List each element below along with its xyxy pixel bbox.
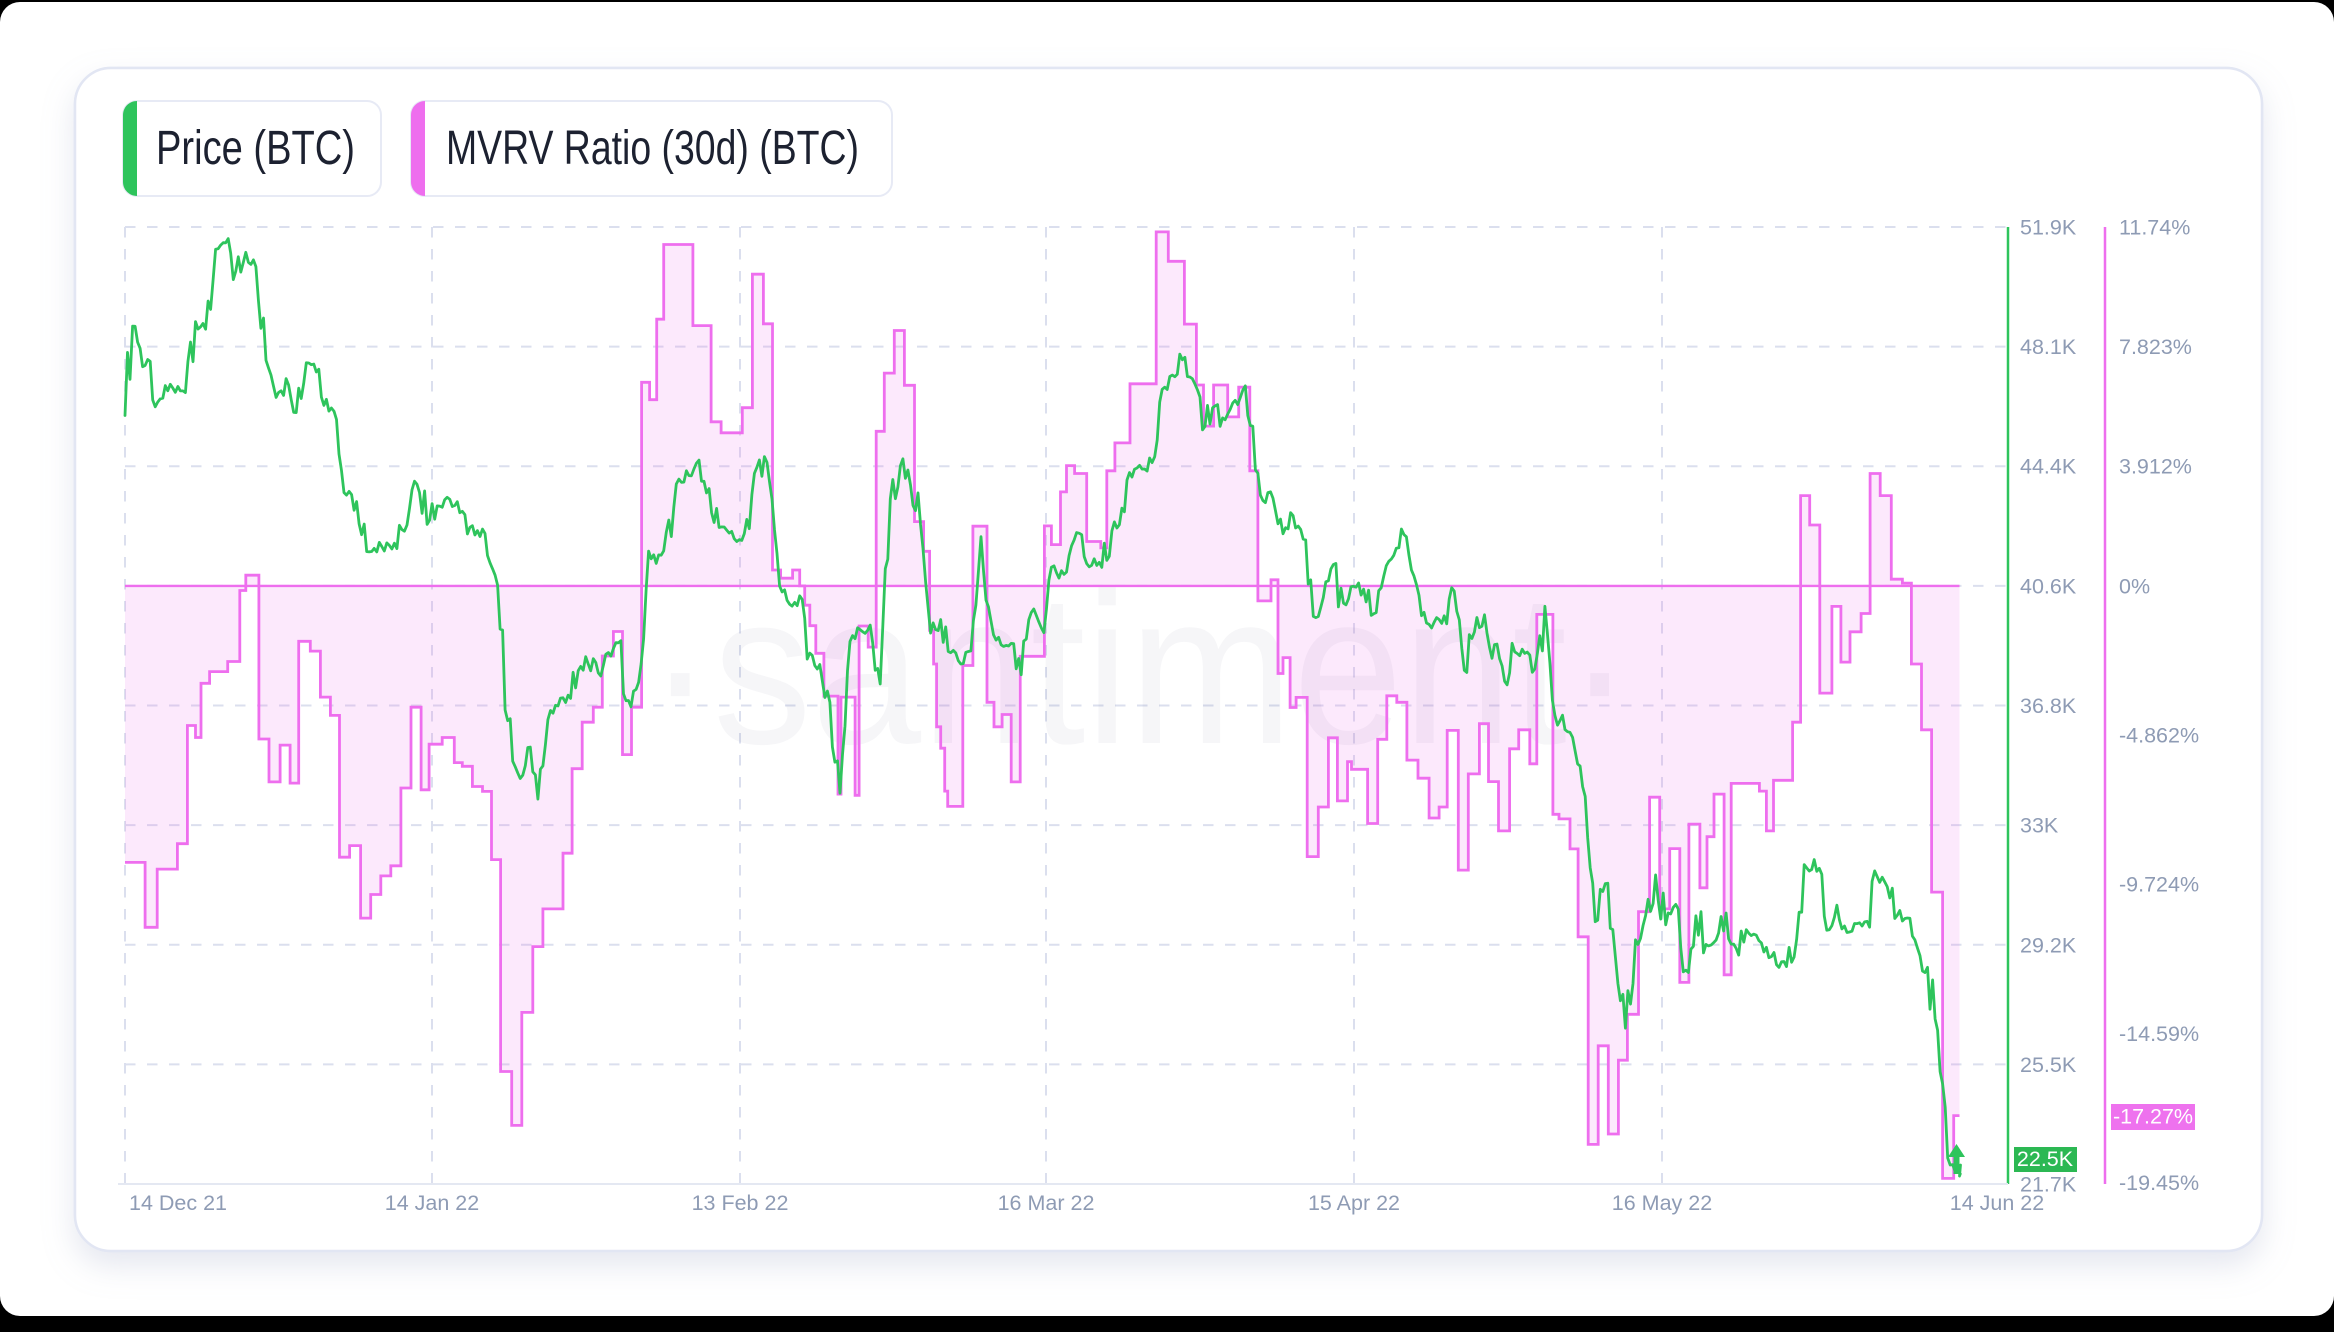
- svg-text:36.8K: 36.8K: [2020, 694, 2077, 718]
- svg-text:-19.45%: -19.45%: [2119, 1171, 2199, 1195]
- svg-text:7.823%: 7.823%: [2119, 335, 2192, 359]
- svg-text:0%: 0%: [2119, 574, 2150, 598]
- svg-text:14 Jun 22: 14 Jun 22: [1950, 1191, 2044, 1215]
- svg-text:40.6K: 40.6K: [2020, 574, 2077, 598]
- svg-text:44.4K: 44.4K: [2020, 455, 2077, 479]
- svg-text:33K: 33K: [2020, 814, 2059, 838]
- svg-text:25.5K: 25.5K: [2020, 1053, 2077, 1077]
- svg-text:3.912%: 3.912%: [2119, 455, 2192, 479]
- svg-text:-4.862%: -4.862%: [2119, 724, 2199, 748]
- svg-text:MVRV Ratio (30d) (BTC): MVRV Ratio (30d) (BTC): [446, 122, 859, 175]
- svg-text:13 Feb 22: 13 Feb 22: [692, 1191, 789, 1215]
- svg-text:51.9K: 51.9K: [2020, 216, 2077, 240]
- svg-text:21.7K: 21.7K: [2020, 1173, 2077, 1197]
- svg-text:11.74%: 11.74%: [2119, 216, 2190, 240]
- svg-text:14 Dec 21: 14 Dec 21: [129, 1191, 227, 1215]
- svg-text:14 Jan 22: 14 Jan 22: [385, 1191, 479, 1215]
- svg-text:16 Mar 22: 16 Mar 22: [998, 1191, 1095, 1215]
- svg-text:29.2K: 29.2K: [2020, 933, 2077, 957]
- svg-text:22.5K: 22.5K: [2017, 1147, 2074, 1171]
- svg-text:-9.724%: -9.724%: [2119, 873, 2199, 897]
- svg-text:-17.27%: -17.27%: [2113, 1105, 2193, 1129]
- svg-text:-14.59%: -14.59%: [2119, 1022, 2199, 1046]
- svg-text:48.1K: 48.1K: [2020, 335, 2077, 359]
- svg-text:Price (BTC): Price (BTC): [156, 122, 355, 175]
- svg-text:·santiment·: ·santiment·: [648, 548, 1633, 789]
- svg-text:15 Apr 22: 15 Apr 22: [1308, 1191, 1400, 1215]
- svg-text:16 May 22: 16 May 22: [1612, 1191, 1712, 1215]
